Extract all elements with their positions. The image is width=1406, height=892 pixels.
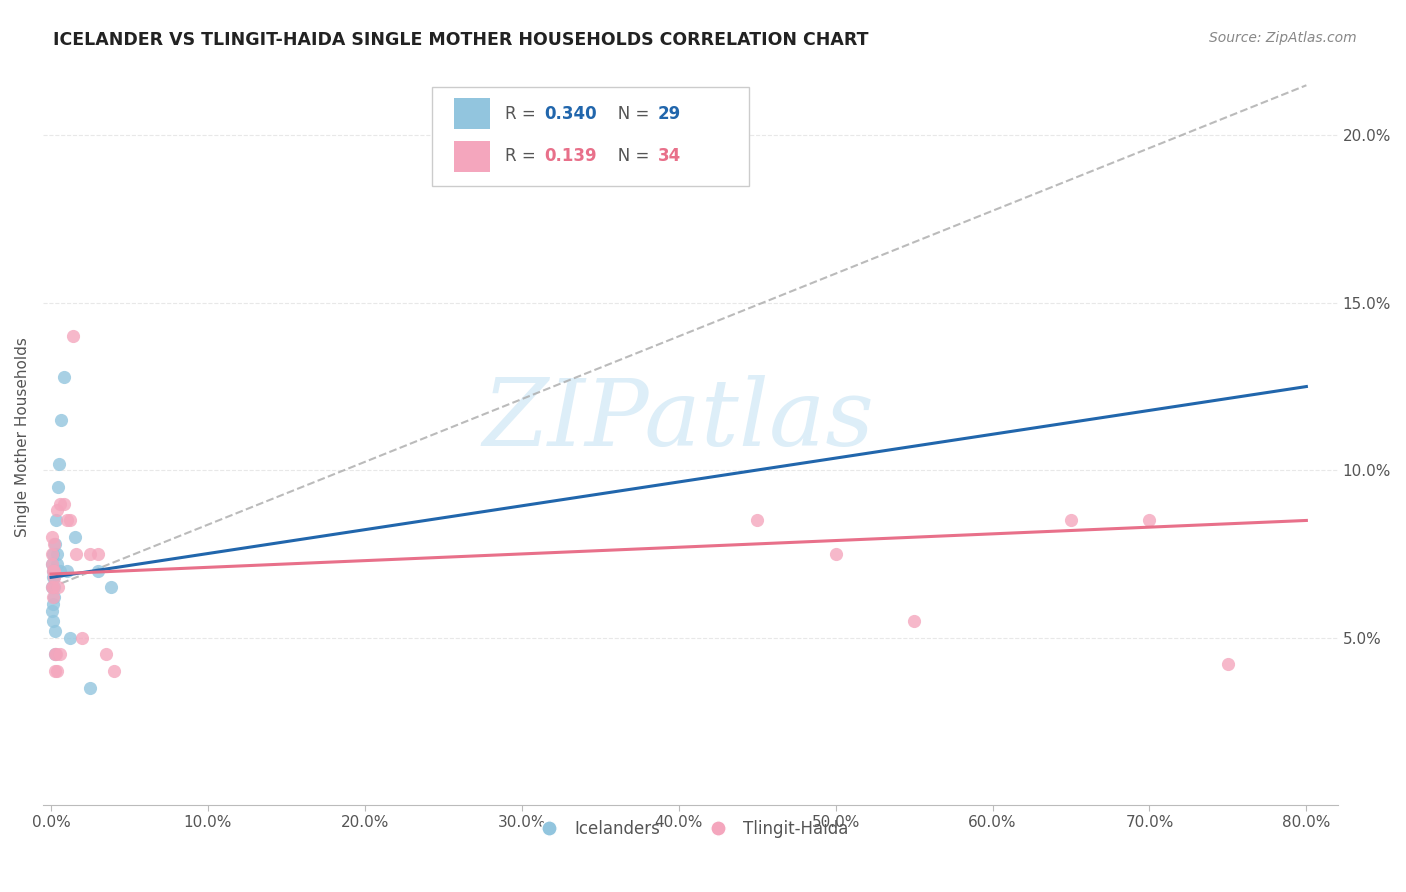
Point [49, 497, 72, 511]
Point [44, 564, 66, 578]
Point [42, 614, 65, 628]
Point [42, 591, 65, 605]
Point [46, 503, 69, 517]
Point [44, 581, 66, 595]
Point [41, 557, 63, 571]
Point [59, 631, 82, 645]
Point [41, 557, 63, 571]
Point [42, 570, 65, 584]
Legend: Icelanders, Tlingit-Haida: Icelanders, Tlingit-Haida [526, 814, 855, 845]
Text: ICELANDER VS TLINGIT-HAIDA SINGLE MOTHER HOUSEHOLDS CORRELATION CHART: ICELANDER VS TLINGIT-HAIDA SINGLE MOTHER… [53, 31, 869, 49]
Text: 29: 29 [658, 105, 682, 123]
Point [747, 513, 769, 527]
Point [65, 547, 87, 561]
Point [45, 664, 67, 678]
Point [87, 564, 110, 578]
Text: 34: 34 [658, 147, 682, 165]
Point [45, 513, 67, 527]
FancyBboxPatch shape [454, 98, 489, 129]
Point [44, 648, 66, 662]
Point [48, 564, 70, 578]
Point [1139, 513, 1161, 527]
Point [46, 581, 69, 595]
Point [42, 581, 65, 595]
Point [44, 537, 66, 551]
Point [55, 564, 77, 578]
Point [63, 530, 86, 544]
FancyBboxPatch shape [432, 87, 749, 186]
Point [94, 648, 117, 662]
FancyBboxPatch shape [454, 141, 489, 171]
Point [48, 648, 70, 662]
Text: 0.340: 0.340 [544, 105, 596, 123]
Point [42, 547, 65, 561]
Point [42, 591, 65, 605]
Point [46, 547, 69, 561]
Point [52, 497, 75, 511]
Point [41, 581, 63, 595]
Point [48, 457, 70, 471]
Point [44, 537, 66, 551]
Point [41, 581, 63, 595]
Point [45, 557, 67, 571]
Text: R =: R = [505, 147, 541, 165]
Point [41, 547, 63, 561]
Point [41, 597, 63, 611]
Point [79, 547, 101, 561]
Text: ZIPatlas: ZIPatlas [482, 375, 875, 465]
Point [59, 513, 82, 527]
Point [44, 648, 66, 662]
Point [55, 513, 77, 527]
Point [72, 631, 94, 645]
Point [42, 570, 65, 584]
Point [44, 570, 66, 584]
Point [1060, 513, 1083, 527]
Point [62, 329, 84, 343]
Text: N =: N = [602, 147, 655, 165]
Point [41, 530, 63, 544]
Point [52, 369, 75, 384]
Text: Source: ZipAtlas.com: Source: ZipAtlas.com [1209, 31, 1357, 45]
Point [79, 681, 101, 695]
Point [41, 564, 63, 578]
Point [903, 614, 925, 628]
Point [42, 564, 65, 578]
Point [44, 624, 66, 638]
Point [44, 664, 66, 678]
Point [1216, 657, 1239, 672]
Point [45, 648, 67, 662]
Point [46, 480, 69, 494]
Text: 0.139: 0.139 [544, 147, 596, 165]
Point [41, 564, 63, 578]
Point [824, 547, 846, 561]
Point [51, 413, 73, 427]
Y-axis label: Single Mother Households: Single Mother Households [15, 337, 30, 537]
Point [100, 581, 122, 595]
Text: R =: R = [505, 105, 541, 123]
Text: N =: N = [602, 105, 655, 123]
Point [87, 547, 110, 561]
Point [103, 664, 125, 678]
Point [41, 604, 63, 618]
